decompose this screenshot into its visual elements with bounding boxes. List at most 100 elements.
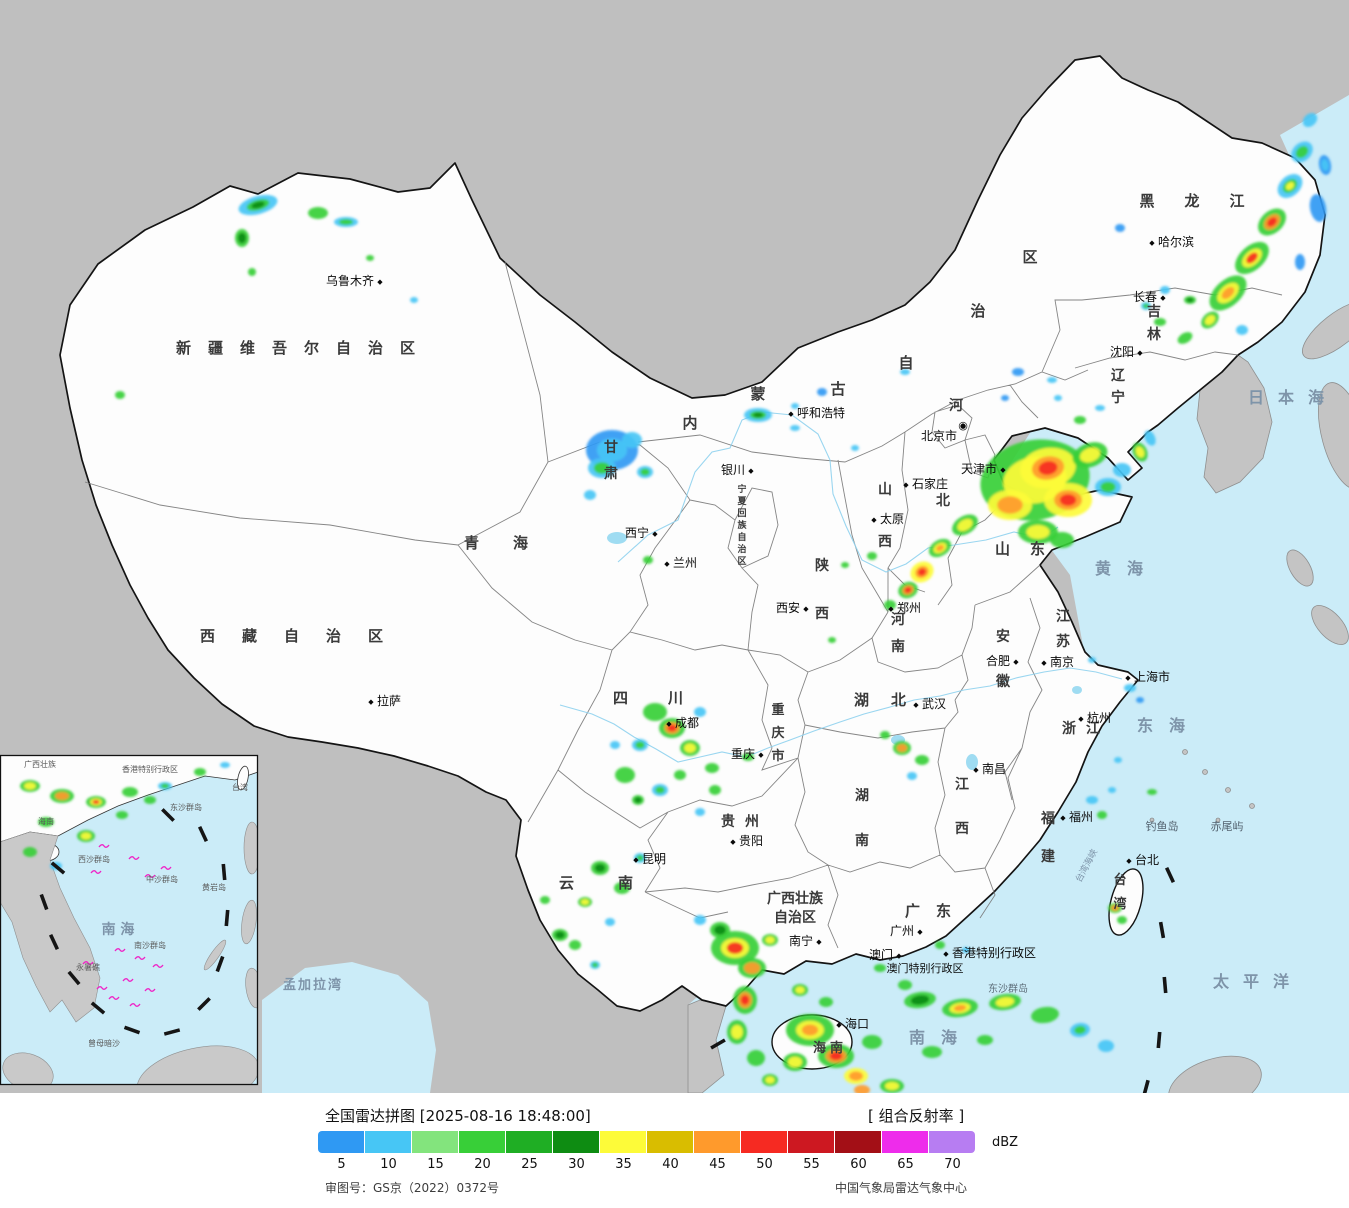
japan-island: [1286, 549, 1314, 587]
scale-cell: [882, 1131, 929, 1153]
radar-echo: [1144, 430, 1156, 446]
city-label: ◆ 海口: [836, 1016, 869, 1031]
scale-tick-label: 45: [709, 1157, 726, 1172]
radar-echo: [727, 1020, 747, 1044]
radar-echo: [86, 796, 106, 808]
city-name: 南宁: [789, 933, 813, 948]
province-label: 浙江: [1062, 720, 1110, 737]
city-label: ◆ 兰州: [664, 556, 697, 570]
city-label: ◆重庆: [731, 747, 764, 761]
radar-echo: [1236, 325, 1248, 335]
radar-echo: [744, 408, 772, 422]
city-name: 西安: [776, 600, 800, 615]
radar-echo: [1124, 684, 1136, 692]
city-marker-icon: ◆: [1149, 239, 1155, 247]
radar-echo: [1001, 395, 1009, 401]
city-name: 武汉: [922, 697, 946, 711]
city-marker-icon: ◆: [871, 516, 877, 524]
radar-echo: [818, 1044, 854, 1068]
city-marker-icon: ◆: [1125, 674, 1131, 682]
province-label: 福建: [1040, 810, 1055, 865]
radar-echo: [308, 207, 328, 219]
radar-echo: [962, 947, 970, 953]
radar-echo: [116, 811, 128, 819]
radar-echo: [862, 1035, 882, 1049]
ryukyu-island: [1225, 787, 1231, 793]
inset-taiwan: [237, 765, 249, 791]
city-marker-icon: ◆: [943, 950, 949, 958]
city-label: ◆合肥: [986, 653, 1019, 668]
city-marker-icon: ◆: [1041, 659, 1047, 667]
sea-label: 日本海: [1248, 388, 1338, 407]
radar-echo: [77, 830, 95, 842]
radar-echo: [710, 922, 730, 938]
radar-echo: [783, 1053, 807, 1071]
boundary-dash: [710, 1038, 726, 1050]
map-title: 全国雷达拼图 [2025-08-16 18:48:00]: [325, 1107, 591, 1125]
radar-echo: [552, 929, 568, 941]
inset-philippines: [243, 821, 258, 875]
radar-echo: [634, 853, 646, 863]
radar-echo: [1113, 463, 1131, 477]
city-marker-icon: ◆: [633, 856, 639, 864]
radar-echo: [910, 561, 934, 583]
inset-label: 中沙群岛: [146, 874, 178, 884]
scale-cell: [318, 1131, 365, 1153]
radar-echo: [584, 490, 596, 500]
scale-tick-label: 25: [521, 1157, 538, 1172]
province-label: 北: [936, 493, 950, 509]
taihu-lake: [1072, 686, 1082, 694]
radar-echo: [1095, 478, 1121, 496]
radar-echo: [844, 1068, 868, 1084]
radar-echo: [694, 915, 706, 925]
city-label: ◆ 台北: [1126, 852, 1159, 867]
city-marker-icon: ◆: [1126, 857, 1132, 865]
city-marker-icon: ◆: [1000, 466, 1006, 474]
island-group-mark: [98, 844, 110, 848]
boundary-dash: [197, 825, 209, 843]
radar-echo: [1295, 254, 1305, 270]
boundary-dash: [48, 933, 60, 951]
scale-tick-label: 55: [803, 1157, 820, 1172]
radar-echo: [1074, 416, 1086, 424]
city-marker-icon: ◆: [896, 952, 902, 960]
city-label: ◆ 昆明: [633, 852, 666, 866]
city-marker-icon: ◆: [917, 928, 923, 936]
radar-echo: [884, 600, 896, 610]
radar-echo: [1154, 318, 1166, 326]
city-name: 香港特别行政区: [952, 945, 1036, 960]
inset-label: 广西壮族: [24, 759, 56, 769]
radar-echo: [643, 703, 667, 721]
city-label: ◆沈阳: [1110, 344, 1143, 359]
province-label: 湖南: [855, 788, 869, 849]
island-group-mark: [134, 956, 146, 960]
radar-echo: [880, 1079, 904, 1093]
japan-island: [1318, 382, 1349, 490]
radar-echo: [695, 808, 705, 816]
radar-echo: [1115, 224, 1125, 232]
radar-echo: [1097, 811, 1107, 819]
island-label: 赤尾屿: [1211, 820, 1244, 833]
province-label: 宁夏回族自治区: [736, 483, 747, 567]
boundary-dash: [161, 808, 175, 822]
city-marker-icon: ◆: [1013, 658, 1019, 666]
city-marker-icon: ◆: [664, 560, 670, 568]
scale-tick-label: 40: [662, 1157, 679, 1172]
chiwei-island: [1215, 817, 1221, 823]
poyang-lake: [966, 754, 978, 770]
radar-echo: [115, 391, 125, 399]
boundary-dash: [224, 909, 230, 927]
province-label: 台湾: [1113, 872, 1126, 912]
radar-echo: [705, 763, 719, 773]
boundary-dash: [1156, 1031, 1162, 1049]
radar-echo: [1184, 296, 1196, 304]
inset-label: 香港特别行政区: [122, 764, 178, 774]
radar-echo: [790, 425, 800, 431]
island-group-mark: [160, 866, 172, 870]
city-name: 天津市: [961, 461, 997, 476]
radar-echo: [1098, 1040, 1114, 1052]
city-label: ◆天津市: [961, 461, 1006, 476]
island-label: 钓鱼岛: [1146, 819, 1179, 833]
city-label: ◆西宁: [625, 525, 658, 540]
radar-echo: [220, 762, 230, 768]
